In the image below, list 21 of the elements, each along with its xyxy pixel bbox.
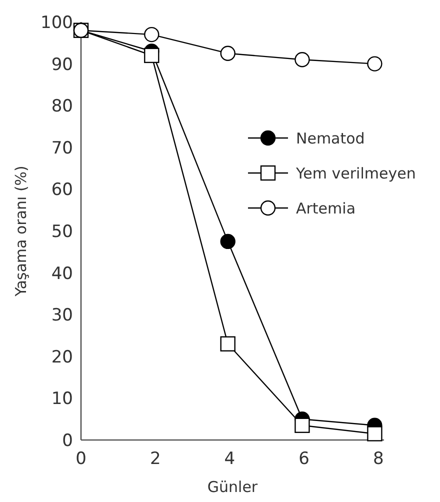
legend-label: Artemia — [296, 199, 356, 218]
x-tick-label: 6 — [298, 449, 310, 469]
y-tick-label: 20 — [51, 347, 73, 368]
y-tick-label: 90 — [51, 54, 73, 75]
y-tick-label: 70 — [51, 138, 73, 158]
x-tick-label: 0 — [76, 449, 86, 469]
y-tick-label: 30 — [51, 306, 73, 326]
legend-label: Nematod — [296, 129, 365, 148]
legend-label: Yem verilmeyen — [295, 164, 416, 182]
y-tick-label: 50 — [51, 222, 73, 242]
y-tick-label: 100 — [40, 12, 73, 33]
x-tick-label: 4 — [224, 449, 236, 469]
x-tick-label: 8 — [373, 449, 384, 469]
y-tick-label: 10 — [51, 389, 73, 410]
x-axis-title: Günler — [207, 478, 258, 496]
y-tick-label: 40 — [51, 264, 73, 284]
x-tick-label: 2 — [150, 449, 161, 469]
y-tick-label: 0 — [62, 430, 73, 451]
y-tick-label: 60 — [51, 180, 73, 200]
y-axis-title: Yaşama oranı (%) — [12, 166, 30, 298]
y-tick-label: 80 — [51, 96, 73, 117]
